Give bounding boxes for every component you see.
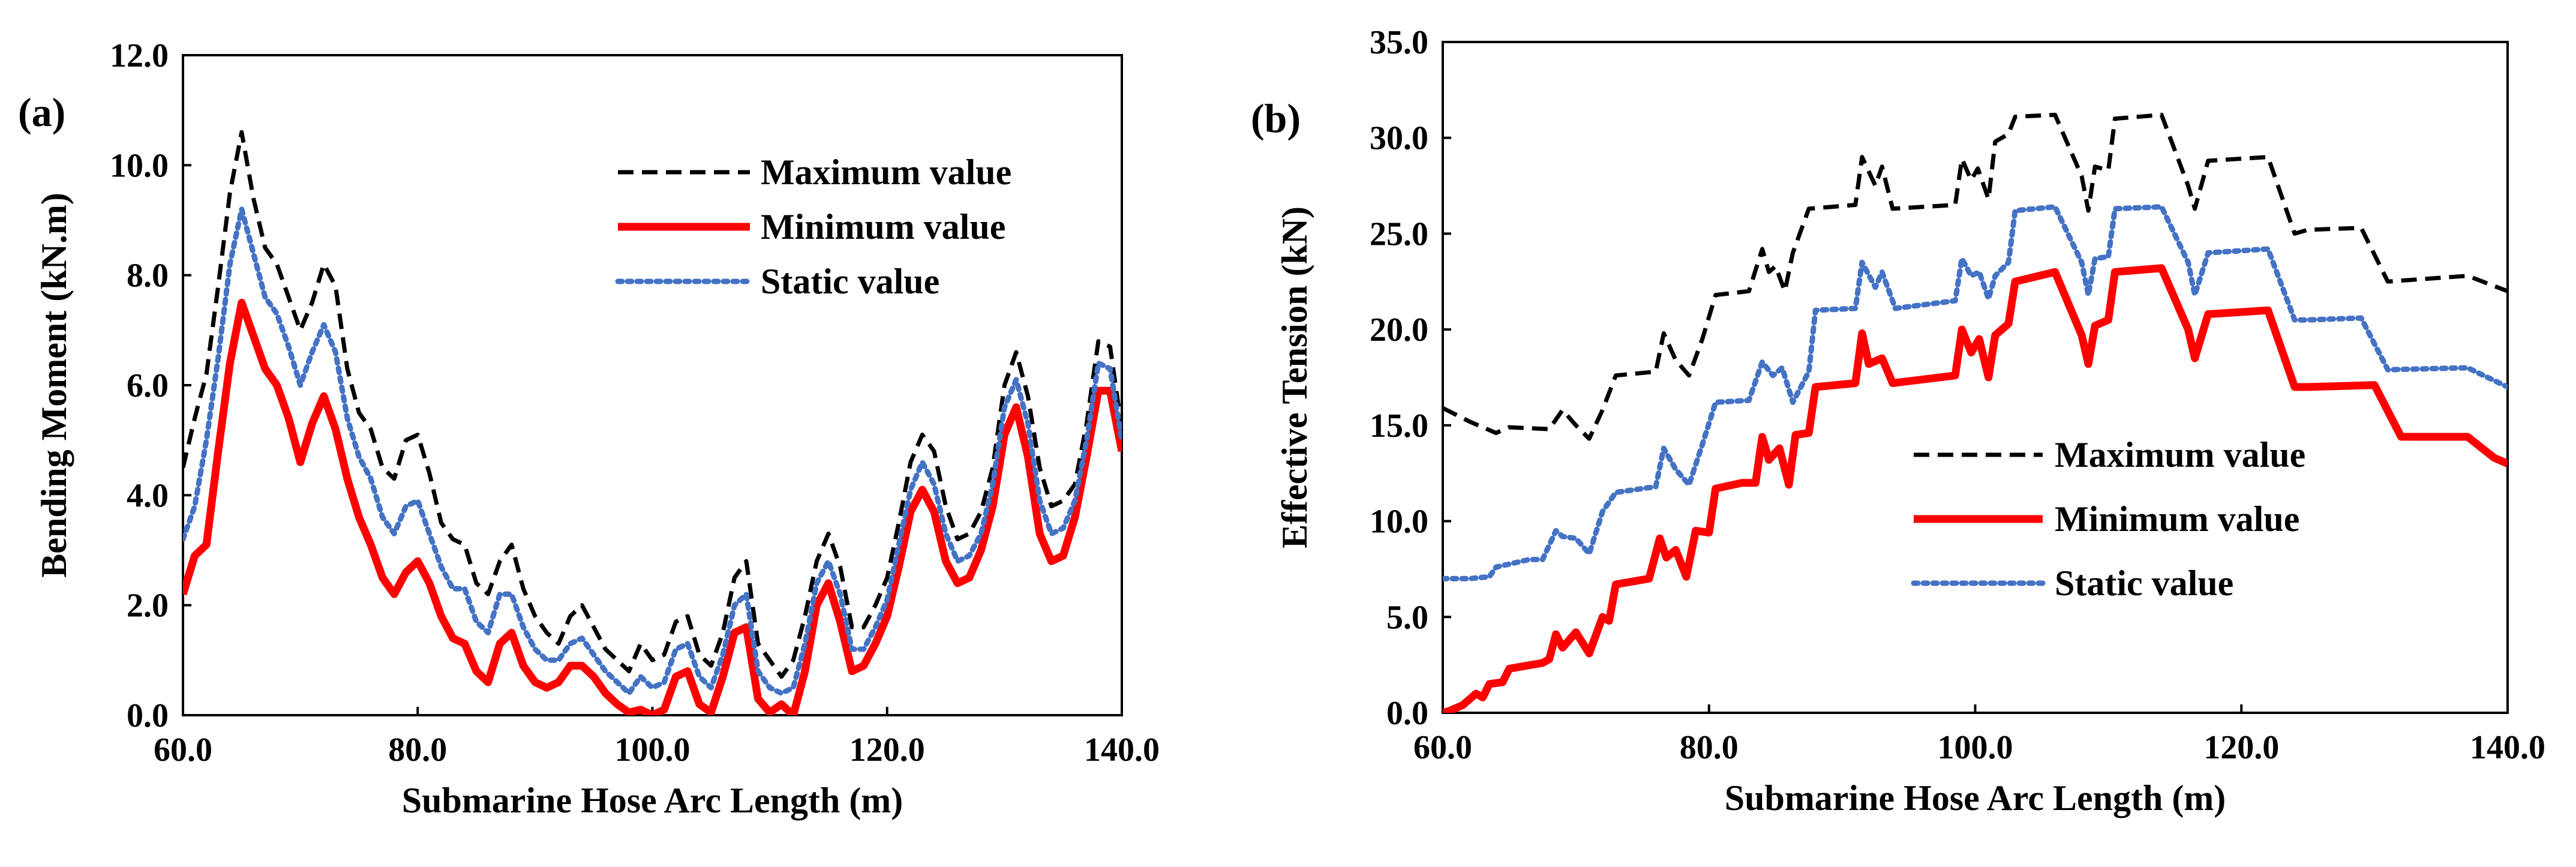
y-tick-label: 6.0 [127, 367, 169, 404]
y-tick-label: 10.0 [1370, 503, 1428, 541]
y-tick-label: 15.0 [1370, 407, 1428, 445]
panel-label: (b) [1251, 95, 1301, 141]
x-tick-label: 120.0 [849, 731, 925, 769]
series-line-static-value [1443, 204, 2508, 581]
x-tick-label: 140.0 [2470, 729, 2545, 766]
legend-label: Maximum value [2055, 435, 2305, 475]
y-tick-label: 4.0 [127, 477, 169, 514]
legend-label: Minimum value [2055, 499, 2299, 539]
y-axis-title: Bending Moment (kN.m) [34, 193, 74, 578]
series-line-maximum-value [183, 130, 1122, 679]
x-axis-title: Submarine Hose Arc Length (m) [1725, 778, 2226, 818]
legend-label: Maximum value [761, 152, 1011, 192]
y-tick-label: 5.0 [1386, 599, 1428, 636]
y-tick-label: 35.0 [1370, 24, 1428, 61]
y-tick-label: 0.0 [127, 697, 169, 734]
x-tick-label: 60.0 [154, 731, 212, 769]
y-tick-label: 2.0 [127, 587, 169, 625]
series-line-minimum-value [183, 299, 1122, 715]
panel-b-effective-tension-chart: 60.0 80.0 100.0 120.0 140.0 0.0 5.0 10.0 15.0 20.… [1251, 24, 2545, 818]
x-tick-label: 60.0 [1413, 729, 1472, 766]
y-tick-label: 0.0 [1386, 695, 1428, 732]
panel-a-bending-moment-chart: 60.0 80.0 100.0 120.0 140.0 0.0 2.0 4.0 6.0 8.0 10… [18, 37, 1160, 820]
legend-label: Static value [2055, 563, 2233, 603]
y-tick-label: 8.0 [127, 257, 169, 295]
y-tick-label: 10.0 [110, 147, 169, 184]
x-tick-label: 100.0 [1938, 729, 2013, 766]
x-tick-label: 100.0 [615, 731, 690, 769]
panel-label: (a) [18, 89, 65, 135]
x-tick-label: 140.0 [1084, 731, 1160, 769]
legend-label: Static value [761, 262, 939, 301]
x-tick-label: 80.0 [388, 731, 447, 769]
x-axis-title: Submarine Hose Arc Length (m) [402, 781, 903, 820]
x-tick-label: 80.0 [1680, 729, 1739, 766]
legend-label: Minimum value [761, 207, 1005, 247]
plot-area-frame [1442, 41, 2509, 714]
series-line-static-value [183, 206, 1122, 696]
y-tick-label: 30.0 [1370, 120, 1428, 157]
y-tick-label: 20.0 [1370, 311, 1428, 349]
series-line-minimum-value [1443, 264, 2508, 713]
x-tick-label: 120.0 [2203, 729, 2279, 766]
y-axis-title: Effective Tension (kN) [1275, 206, 1314, 548]
y-tick-label: 12.0 [110, 37, 169, 74]
series-line-maximum-value [1443, 112, 2508, 441]
y-tick-label: 25.0 [1370, 215, 1428, 253]
